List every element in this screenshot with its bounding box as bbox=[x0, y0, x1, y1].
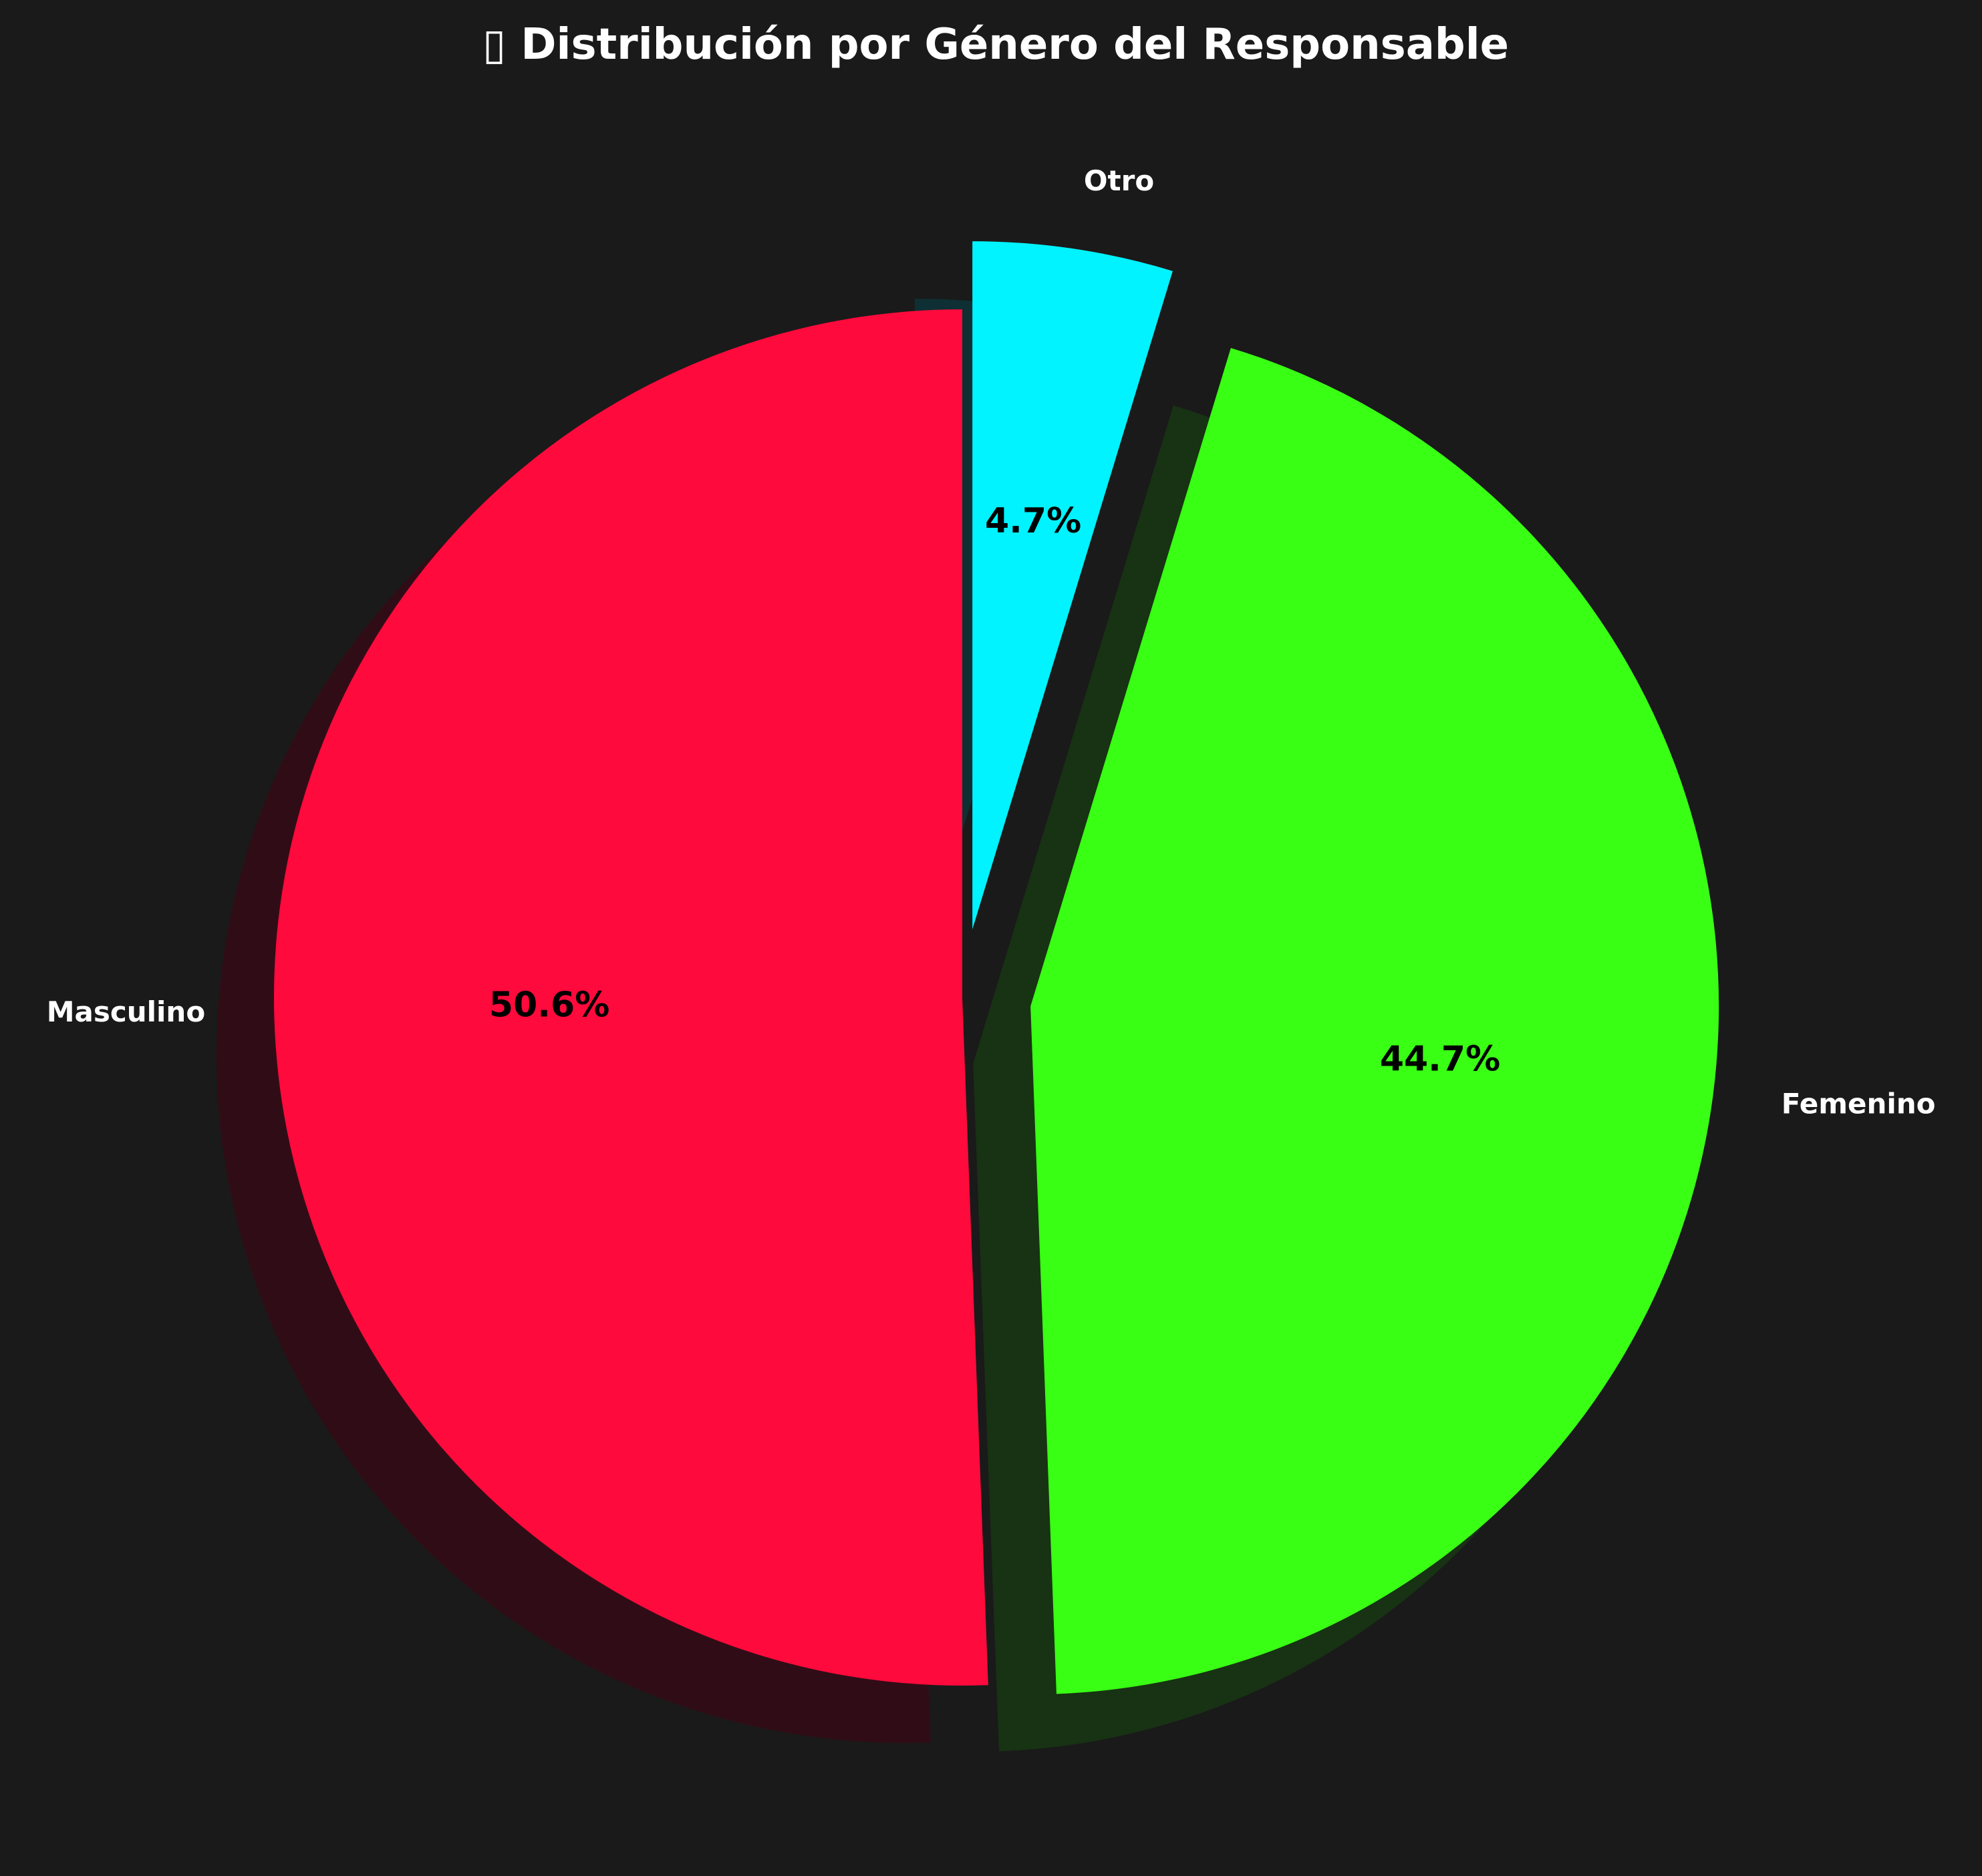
slice-percent-masculino: 50.6% bbox=[489, 985, 609, 1026]
pie-labels: Masculino 50.6% Femenino 44.7% Otro 4.7% bbox=[47, 164, 1936, 1120]
slice-otro bbox=[972, 241, 1173, 930]
slice-percent-otro: 4.7% bbox=[985, 501, 1081, 541]
slice-label-masculino: Masculino bbox=[47, 995, 205, 1028]
slice-label-otro: Otro bbox=[1084, 164, 1154, 197]
slice-masculino bbox=[273, 309, 988, 1686]
slice-femenino bbox=[1030, 347, 1719, 1694]
chart-title: ▯ Distribución por Género del Responsabl… bbox=[482, 20, 1509, 69]
slice-label-femenino: Femenino bbox=[1782, 1087, 1936, 1120]
pie-slices bbox=[273, 241, 1719, 1694]
slice-percent-femenino: 44.7% bbox=[1380, 1040, 1500, 1080]
